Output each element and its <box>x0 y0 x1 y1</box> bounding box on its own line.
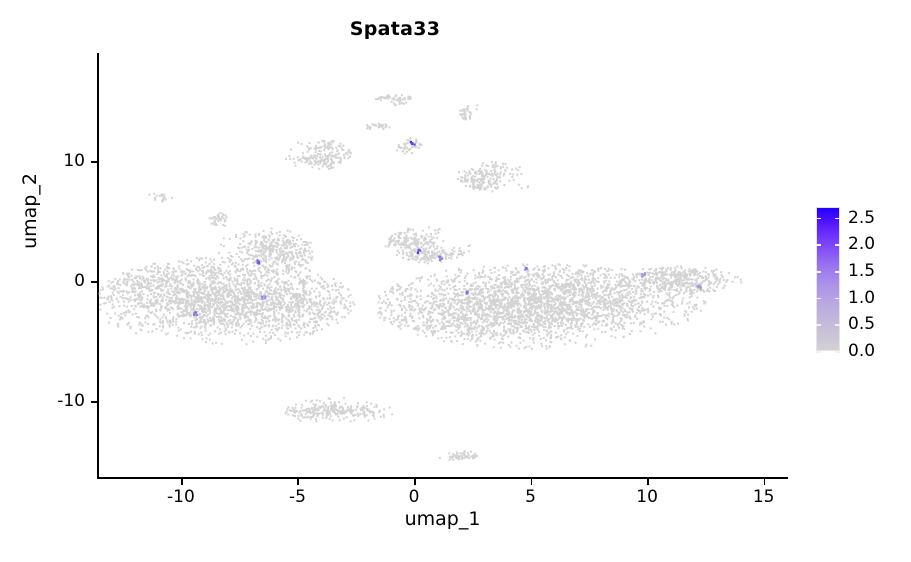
expressing-cell-point <box>195 313 198 317</box>
x-axis-label: umap_1 <box>404 508 481 530</box>
colorbar-tick-mark <box>835 244 840 246</box>
expressing-cell-point <box>696 285 699 288</box>
x-tick-label: -5 <box>288 487 306 507</box>
colorbar-tick-label: 0.5 <box>848 314 876 335</box>
cluster-left-main-cluster <box>98 257 356 346</box>
expressing-cell-point <box>409 140 412 143</box>
y-axis-label: umap_2 <box>19 173 41 249</box>
expressing-cell-point <box>419 249 422 252</box>
colorbar-tick-mark <box>816 244 821 246</box>
cluster-upper-left-lobe <box>218 227 314 275</box>
expressing-cell-point <box>260 295 263 298</box>
colorbar-tick-mark <box>835 217 840 220</box>
x-tick-mark <box>297 479 300 485</box>
y-tick-mark <box>91 281 97 283</box>
expressing-cell-point <box>641 275 644 278</box>
colorbar-tick-mark <box>816 217 821 220</box>
expressing-cell-point <box>524 266 527 269</box>
expressing-cell-point <box>413 143 416 146</box>
cluster-right-main-cluster <box>377 263 707 350</box>
cluster-top-small-f <box>396 137 423 155</box>
x-tick-label: 15 <box>752 487 775 507</box>
page-title: Spata33 <box>349 18 441 40</box>
x-axis-spine <box>97 477 788 479</box>
cluster-bottom-cluster-i <box>284 397 394 423</box>
expressing-cell-point <box>193 312 196 315</box>
x-tick-label: 0 <box>408 487 420 507</box>
baseline-cells <box>98 94 743 461</box>
expressing-cell-point <box>698 284 701 287</box>
colorbar <box>816 207 840 351</box>
expressing-cell-point <box>440 257 444 260</box>
expressing-cell-point <box>258 262 261 265</box>
cluster-top-cluster-a <box>285 139 352 170</box>
expressing-cell-point <box>410 142 413 145</box>
cluster-left-small-h <box>208 212 228 227</box>
x-tick-mark <box>180 479 183 485</box>
expressing-cell-point <box>256 261 259 264</box>
x-tick-mark <box>414 479 416 485</box>
umap-scatter-svg <box>98 94 743 461</box>
y-tick-mark <box>91 161 97 163</box>
colorbar-tick-mark <box>835 324 840 326</box>
colorbar-tick-mark <box>835 297 840 300</box>
x-tick-mark <box>530 479 533 485</box>
colorbar-tick-mark <box>816 351 821 353</box>
expressing-cell-point <box>641 273 644 276</box>
expressing-cell-point <box>699 287 702 290</box>
expressing-cell-point <box>524 268 527 271</box>
cluster-upper-right-lobe <box>384 226 472 265</box>
colorbar-tick-mark <box>816 324 821 326</box>
expressing-cell-point <box>264 297 267 300</box>
y-tick-label: 0 <box>74 271 85 292</box>
y-axis-spine <box>97 53 99 479</box>
expressing-cell-point <box>416 251 419 254</box>
x-tick-label: 10 <box>636 487 658 507</box>
colorbar-tick-label: 1.5 <box>848 261 876 281</box>
expressing-cell-point <box>699 286 702 289</box>
expressing-cell-point <box>257 261 261 264</box>
expressing-cell-point <box>643 272 646 275</box>
expressing-cell-point <box>466 292 469 295</box>
scatter-points-layer <box>97 53 787 478</box>
x-tick-mark <box>647 479 649 485</box>
x-tick-mark <box>763 479 766 485</box>
expressing-cell-point <box>261 297 264 300</box>
colorbar-tick-mark <box>816 297 821 300</box>
colorbar-tick-label: 2.5 <box>848 207 876 228</box>
expressing-cell-point <box>256 259 259 262</box>
colorbar-tick-mark <box>816 271 821 273</box>
expressing-cell-point <box>644 273 647 276</box>
cluster-top-small-d <box>366 122 391 131</box>
colorbar-tick-label: 0.0 <box>848 341 876 361</box>
colorbar-tick-mark <box>835 351 840 353</box>
x-tick-label: 5 <box>525 487 536 507</box>
x-tick-label: -10 <box>167 487 195 507</box>
y-tick-label: -10 <box>57 391 85 412</box>
colorbar-tick-label: 1.0 <box>848 287 876 308</box>
y-tick-mark <box>91 401 97 403</box>
colorbar-tick-mark <box>835 271 840 273</box>
expressing-cell-point <box>194 311 197 314</box>
colorbar-gradient <box>816 207 840 351</box>
expressing-cell-point <box>263 295 266 298</box>
expressing-cells <box>193 140 702 317</box>
expressing-cell-point <box>438 255 441 258</box>
plot-area <box>97 53 787 478</box>
cluster-top-small-e <box>459 104 479 121</box>
cluster-bottom-small-j <box>438 450 478 461</box>
expressing-cell-point <box>193 313 196 316</box>
colorbar-tick-label: 2.0 <box>848 234 876 255</box>
cluster-top-cluster-b <box>457 161 529 193</box>
expressing-cell-point <box>642 274 645 277</box>
cluster-right-tail <box>619 265 743 294</box>
cluster-left-small-g <box>148 192 173 203</box>
cluster-top-small-c <box>375 94 412 107</box>
y-tick-label: 10 <box>63 151 85 172</box>
expressing-cell-point <box>438 258 442 262</box>
